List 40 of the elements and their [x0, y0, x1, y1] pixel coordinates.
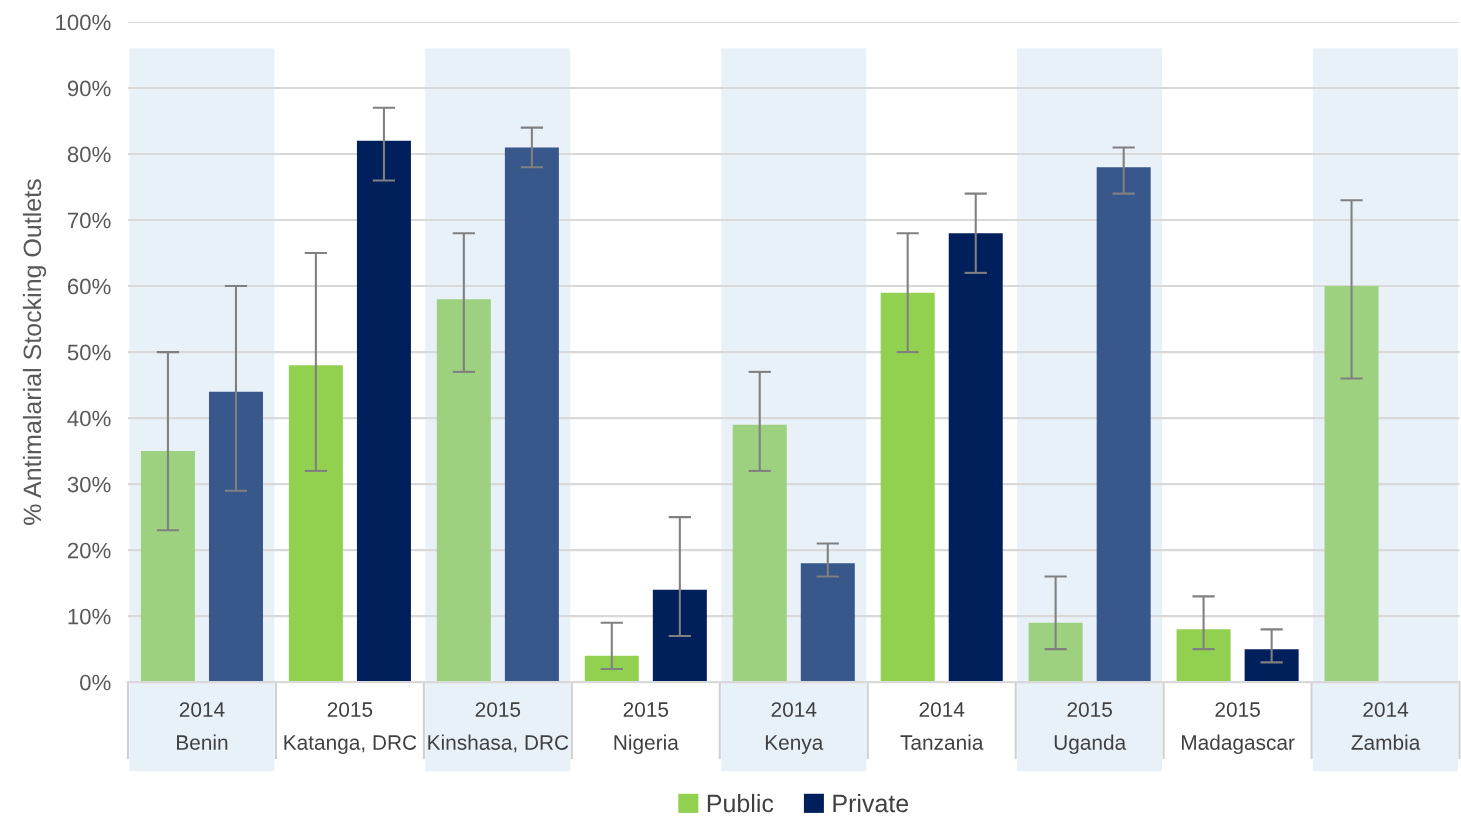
bar [1244, 649, 1299, 683]
bar [800, 563, 855, 683]
bar [356, 140, 411, 683]
bar [208, 391, 263, 683]
y-tick-label: 70% [67, 212, 111, 229]
x-tick-label: 2014 Tanzania [900, 702, 984, 750]
x-tick-label: 2014 Zambia [1351, 702, 1421, 750]
legend-label: Private [833, 793, 909, 813]
y-tick-label: 60% [67, 278, 111, 295]
y-tick-label: 80% [67, 146, 111, 163]
y-tick-label: 0% [80, 674, 111, 691]
x-tick-label: 2015 Uganda [1054, 702, 1127, 755]
legend-label: Public [707, 793, 774, 813]
bar [652, 589, 707, 683]
y-tick-label: 30% [67, 476, 111, 493]
x-tick-label: 2014 Kenya [765, 702, 824, 755]
bar [1324, 286, 1379, 683]
bar [880, 292, 935, 683]
bar [140, 451, 195, 683]
bar [1096, 167, 1151, 683]
y-tick-label: 100% [56, 14, 111, 31]
y-axis-title: % Antimalarial Stocking Outlets [22, 179, 47, 525]
y-tick-label: 20% [67, 542, 111, 559]
x-tick-label: 2015 Nigeria [614, 702, 679, 755]
bar [584, 655, 639, 683]
bar [948, 233, 1003, 683]
bar [288, 365, 343, 683]
x-tick-label: 2015 Kinshasa, DRC [428, 702, 569, 753]
bar [436, 299, 491, 683]
y-tick-label: 50% [67, 344, 111, 361]
y-tick-label: 90% [67, 80, 111, 97]
y-tick-label: 40% [67, 410, 111, 427]
bar [732, 424, 787, 683]
x-tick-label: 2015 Katanga, DRC [284, 702, 417, 755]
x-tick-label: 2015 Madagascar [1182, 702, 1295, 755]
x-tick-label: 2014 Benin [177, 702, 228, 750]
bar [1028, 622, 1083, 683]
bar [504, 147, 559, 683]
bar [1176, 629, 1231, 683]
y-tick-label: 10% [68, 608, 111, 625]
